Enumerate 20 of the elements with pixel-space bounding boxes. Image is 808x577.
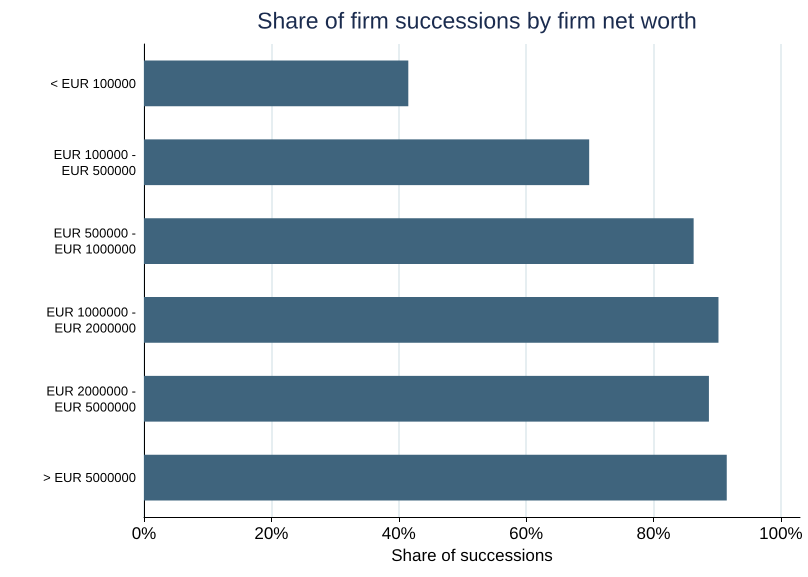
bar — [144, 454, 727, 500]
x-tick-label: 80% — [636, 524, 671, 543]
x-tick-label: 20% — [254, 524, 288, 543]
y-tick-label: EUR 500000 - EUR 1000000 — [54, 226, 136, 257]
x-axis-title: Share of successions — [391, 546, 553, 565]
bar — [144, 297, 718, 343]
x-tick-label: 40% — [382, 524, 416, 543]
bar — [144, 139, 590, 186]
bar — [144, 60, 408, 106]
x-tick-label: 60% — [509, 524, 544, 543]
chart-title: Share of firm successions by firm net worth — [257, 8, 697, 34]
y-tick-label: EUR 100000 - EUR 500000 — [54, 146, 136, 178]
y-tick-label: > EUR 5000000 — [43, 470, 136, 486]
bar — [144, 218, 694, 264]
bar — [144, 376, 709, 422]
y-tick-label: EUR 1000000 - EUR 2000000 — [46, 304, 136, 336]
x-tick-label: 100% — [759, 524, 803, 543]
x-tick-label: 0% — [132, 524, 156, 543]
y-tick-label: EUR 2000000 - EUR 5000000 — [46, 383, 136, 414]
y-tick-label: < EUR 100000 — [50, 76, 136, 91]
